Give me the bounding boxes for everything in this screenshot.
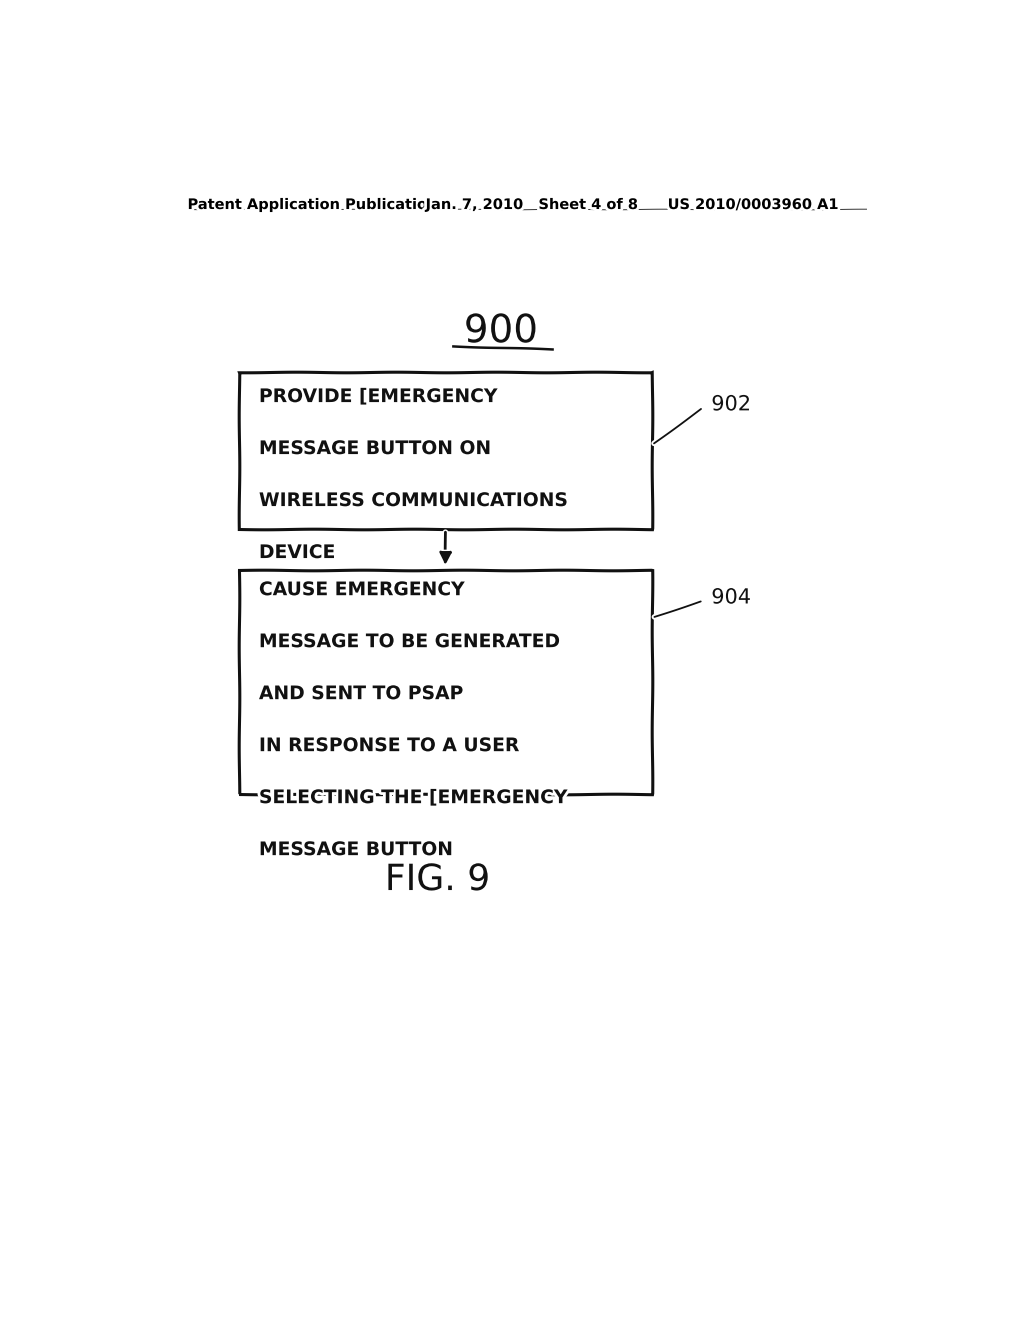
Text: Patent Application Publication: Patent Application Publication <box>187 197 439 213</box>
Text: DEVICE: DEVICE <box>259 543 335 562</box>
Text: PROVIDE [EMERGENCY: PROVIDE [EMERGENCY <box>259 387 498 407</box>
Text: AND SENT TO PSAP: AND SENT TO PSAP <box>259 684 464 704</box>
Text: 900: 900 <box>464 313 539 350</box>
Bar <box>240 570 652 793</box>
Text: CAUSE EMERGENCY: CAUSE EMERGENCY <box>259 581 465 599</box>
Bar <box>240 372 652 529</box>
Text: FIG. 9: FIG. 9 <box>385 863 490 898</box>
Text: WIRELESS COMMUNICATIONS: WIRELESS COMMUNICATIONS <box>259 491 568 510</box>
Text: 904: 904 <box>712 587 752 607</box>
Text: MESSAGE BUTTON: MESSAGE BUTTON <box>259 840 453 859</box>
Text: MESSAGE TO BE GENERATED: MESSAGE TO BE GENERATED <box>259 632 560 651</box>
Text: 902: 902 <box>712 395 752 414</box>
Text: SELECTING THE [EMERGENCY: SELECTING THE [EMERGENCY <box>259 788 567 807</box>
Text: MESSAGE BUTTON ON: MESSAGE BUTTON ON <box>259 440 492 458</box>
Text: IN RESPONSE TO A USER: IN RESPONSE TO A USER <box>259 737 519 755</box>
Text: Jan. 7, 2010   Sheet 4 of 8: Jan. 7, 2010 Sheet 4 of 8 <box>426 197 640 213</box>
Text: US 2010/0003960 A1: US 2010/0003960 A1 <box>668 197 840 213</box>
